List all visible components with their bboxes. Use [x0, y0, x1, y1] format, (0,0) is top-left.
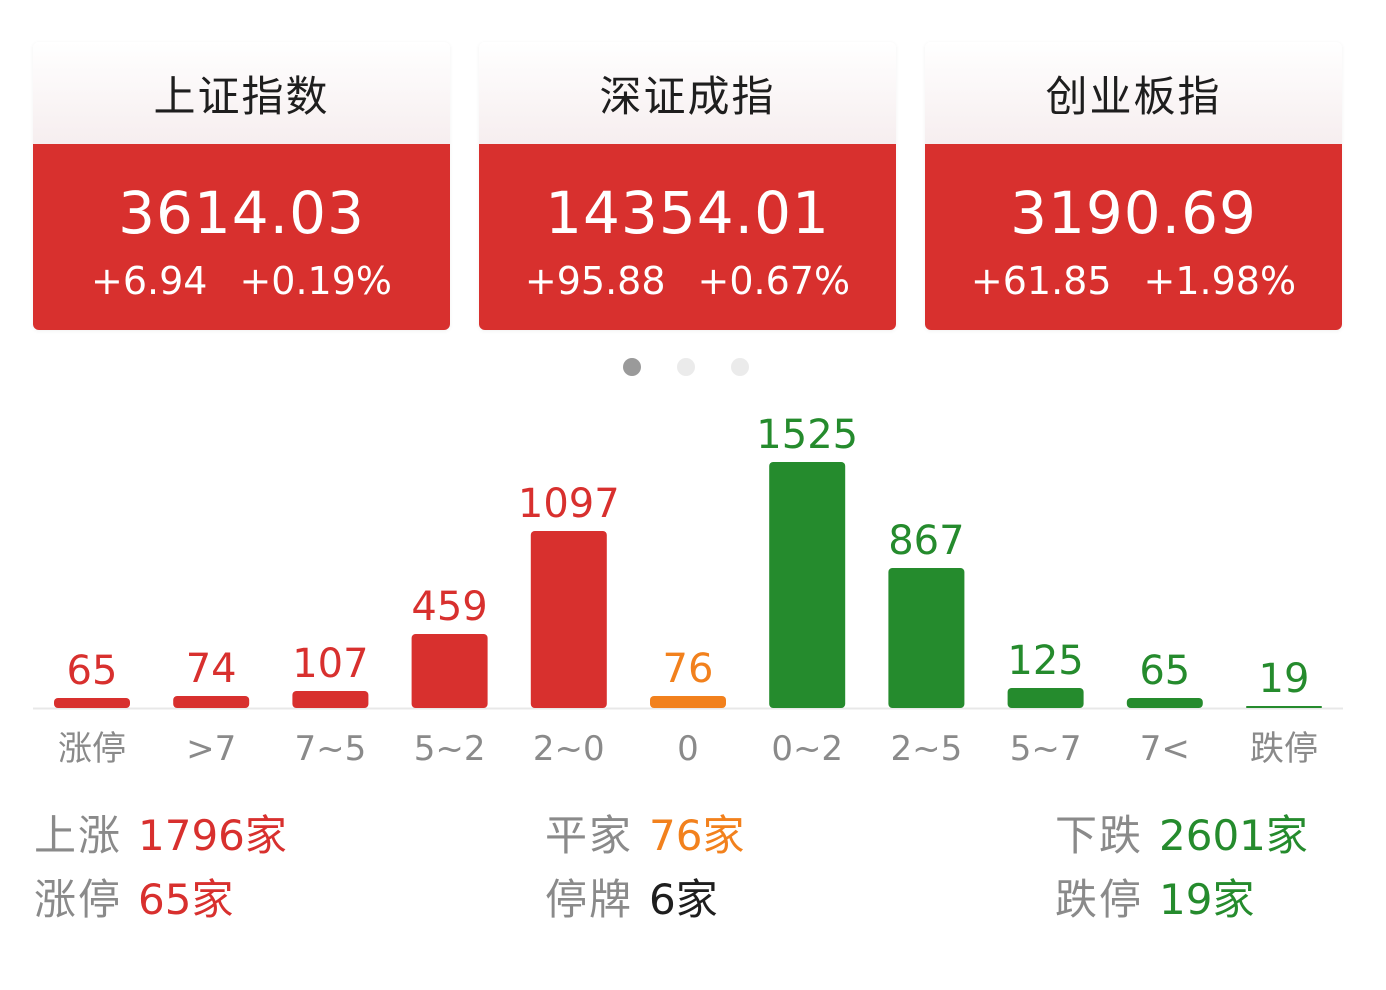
summary-limit-down: 跌停 19家	[1055, 868, 1308, 932]
chart-data-label: 1097	[518, 481, 620, 527]
chart-data-label: 74	[186, 646, 237, 692]
page-dot[interactable]	[677, 358, 695, 376]
index-card-sz[interactable]: 深证成指 14354.01 +95.88 +0.67%	[479, 42, 896, 330]
chart-tick-label: 2~0	[533, 729, 605, 769]
chart-bar[interactable]	[530, 531, 607, 708]
summary-label: 下跌	[1055, 811, 1144, 860]
chart-bar[interactable]	[1007, 688, 1084, 708]
distribution-chart: 65 涨停 74 >7 107 7~5 459 5~2 1097 2~0 76 0 1525 0~2 867…	[33, 412, 1343, 769]
summary-limit-up: 涨停 65家	[34, 868, 287, 932]
chart-bar[interactable]	[411, 634, 488, 708]
chart-bar[interactable]	[1246, 706, 1322, 708]
chart-data-label: 65	[1139, 648, 1190, 694]
summary-label: 涨停	[34, 875, 123, 924]
chart-data-label: 1525	[756, 412, 858, 458]
summary-suspended: 停牌 6家	[545, 868, 744, 932]
chart-tick-label: 7<	[1140, 729, 1190, 769]
chart-bar[interactable]	[292, 691, 369, 708]
chart-data-label: 19	[1259, 656, 1310, 702]
index-change-pct: +1.98%	[1143, 259, 1297, 303]
summary-value: 2601家	[1159, 811, 1308, 860]
summary-label: 上涨	[34, 811, 123, 860]
chart-data-label: 107	[292, 641, 368, 687]
index-change-pct: +0.19%	[239, 259, 392, 303]
index-name: 创业板指	[925, 42, 1342, 144]
summary-fall: 下跌 2601家	[1055, 804, 1308, 868]
summary-label: 平家	[545, 811, 634, 860]
summary-value: 76家	[649, 811, 745, 860]
chart-tick-label: 7~5	[295, 729, 367, 769]
chart-bar[interactable]	[888, 568, 965, 708]
summary-value: 65家	[138, 875, 234, 924]
page-indicator	[623, 358, 749, 376]
chart-data-label: 65	[67, 648, 118, 694]
index-cards: 上证指数 3614.03 +6.94 +0.19% 深证成指 14354.01 …	[33, 42, 1343, 330]
index-card-cyb[interactable]: 创业板指 3190.69 +61.85 +1.98%	[925, 42, 1342, 330]
index-change-pct: +0.67%	[697, 259, 851, 303]
index-name: 上证指数	[33, 42, 450, 144]
chart-data-label: 125	[1007, 638, 1083, 684]
index-change: +6.94	[90, 259, 208, 303]
summary-left: 上涨 1796家 涨停 65家	[34, 804, 287, 932]
chart-tick-label: 涨停	[58, 729, 126, 769]
index-change: +61.85	[970, 259, 1112, 303]
index-value: 14354.01	[545, 179, 830, 247]
summary-value: 19家	[1159, 875, 1255, 924]
chart-tick-label: 0	[677, 729, 699, 769]
index-value: 3190.69	[1010, 179, 1257, 247]
chart-data-label: 76	[663, 646, 714, 692]
chart-bar[interactable]	[1126, 698, 1203, 708]
index-name: 深证成指	[479, 42, 896, 144]
index-value: 3614.03	[118, 179, 365, 247]
summary-right: 下跌 2601家 跌停 19家	[1055, 804, 1308, 932]
page-dot[interactable]	[731, 358, 749, 376]
chart-tick-label: 5~7	[1010, 729, 1082, 769]
chart-data-label: 867	[888, 518, 964, 564]
summary-label: 停牌	[545, 875, 634, 924]
summary-flat: 平家 76家	[545, 804, 744, 868]
chart-tick-label: 跌停	[1250, 729, 1318, 769]
chart-tick-label: 2~5	[891, 729, 963, 769]
summary-value: 1796家	[138, 811, 287, 860]
chart-bar[interactable]	[173, 696, 250, 708]
index-card-sh[interactable]: 上证指数 3614.03 +6.94 +0.19%	[33, 42, 450, 330]
index-change: +95.88	[524, 259, 666, 303]
chart-bar[interactable]	[769, 462, 846, 708]
chart-bar[interactable]	[54, 698, 130, 708]
chart-tick-label: >7	[186, 729, 236, 769]
summary-rise: 上涨 1796家	[34, 804, 287, 868]
page-dot[interactable]	[623, 358, 641, 376]
summary-middle: 平家 76家 停牌 6家	[545, 804, 744, 932]
chart-tick-label: 0~2	[771, 729, 843, 769]
summary-label: 跌停	[1055, 875, 1144, 924]
chart-bar[interactable]	[650, 696, 726, 708]
chart-tick-label: 5~2	[414, 729, 486, 769]
summary-value: 6家	[649, 875, 718, 924]
chart-data-label: 459	[411, 584, 487, 630]
